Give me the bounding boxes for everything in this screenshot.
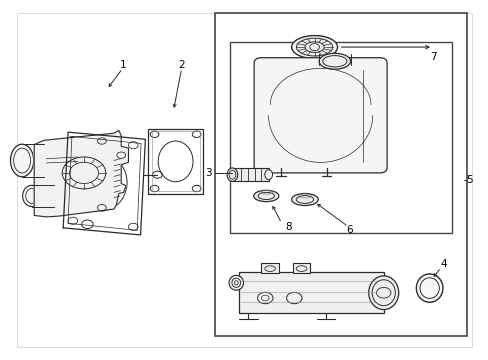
FancyBboxPatch shape — [254, 58, 386, 173]
Text: 6: 6 — [346, 225, 352, 235]
Bar — [147, 129, 203, 194]
Bar — [229, 42, 451, 233]
Text: 1: 1 — [119, 60, 126, 70]
Bar — [238, 272, 383, 313]
Bar — [215, 13, 466, 336]
Ellipse shape — [264, 170, 272, 180]
Text: 8: 8 — [285, 222, 292, 232]
Text: 3: 3 — [204, 168, 211, 178]
Bar — [232, 168, 268, 181]
Ellipse shape — [22, 185, 41, 207]
Ellipse shape — [228, 275, 243, 290]
Text: 7: 7 — [429, 51, 435, 62]
Text: 2: 2 — [178, 60, 184, 70]
Bar — [292, 262, 309, 273]
Ellipse shape — [10, 144, 34, 177]
Ellipse shape — [253, 190, 278, 202]
Text: 4: 4 — [440, 259, 446, 269]
Bar — [151, 131, 199, 192]
Ellipse shape — [368, 276, 398, 310]
Polygon shape — [34, 130, 128, 217]
Ellipse shape — [319, 53, 350, 69]
Ellipse shape — [291, 36, 337, 59]
Ellipse shape — [226, 168, 237, 181]
Ellipse shape — [415, 274, 442, 302]
Bar — [261, 262, 278, 273]
Text: 5: 5 — [466, 175, 472, 185]
Ellipse shape — [291, 193, 318, 206]
